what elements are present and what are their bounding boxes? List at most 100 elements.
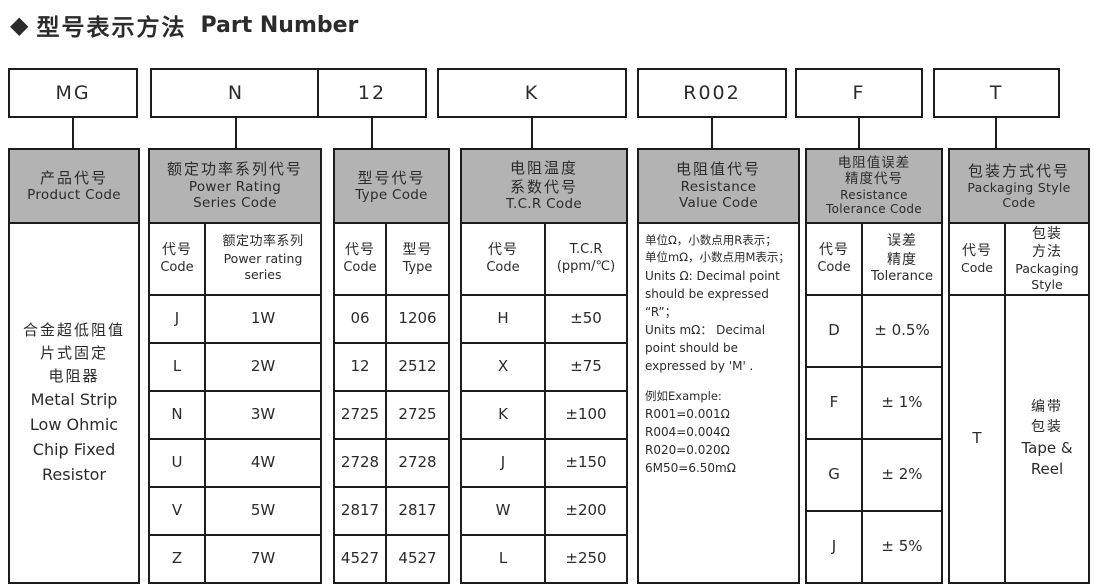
subheader-line: 精度 <box>887 251 917 268</box>
subheader-line: Power rating <box>223 251 303 267</box>
body-line: 片式固定 <box>39 343 108 362</box>
subheader-cell: 代号 Code <box>150 224 206 294</box>
page-title-en: Part Number <box>200 12 359 38</box>
subheader-cell: 代号 Code <box>462 224 546 294</box>
column-header-resistance-value-code: 电阻值代号 Resistance Value Code <box>637 148 800 224</box>
cell-line: ± 0.5% <box>874 321 930 340</box>
cell-line: ±75 <box>570 357 602 376</box>
column-body-packaging-style-code: 代号 Code 包装 方法 Packaging Style T 编带 包装 Tape & Reel <box>948 224 1090 584</box>
cell-line: L <box>172 357 182 376</box>
value-cell: 2817 <box>387 488 448 534</box>
part-code-box-resistance-value-code: R002 <box>637 68 787 118</box>
subheader-line: 代号 <box>162 242 192 259</box>
table-row: L ±250 <box>462 536 626 582</box>
subheader-line: T.C.R <box>569 242 603 258</box>
subheader-row-power-rating-series-code: 代号 Code 额定功率系列 Power rating series <box>150 224 320 296</box>
value-cell: 7W <box>206 536 320 582</box>
table-row: Z 7W <box>150 536 320 582</box>
cell-line: Reel <box>1030 460 1064 479</box>
value-cell: 2725 <box>387 392 448 438</box>
table-row: 2817 2817 <box>335 488 448 536</box>
table-row: 4527 4527 <box>335 536 448 582</box>
cell-line: 2W <box>250 357 276 376</box>
subheader-line: 型号 <box>402 242 433 259</box>
table-row: G ± 2% <box>807 440 941 512</box>
value-cell: 1W <box>206 296 320 342</box>
code-cell: T <box>950 296 1006 582</box>
value-cell: 2512 <box>387 344 448 390</box>
code-cell: K <box>462 392 546 438</box>
subheader-cell: 误差 精度 Tolerance <box>863 224 941 294</box>
table-row: U 4W <box>150 440 320 488</box>
column-body-tcr-code: 代号 Code T.C.R (ppm/℃) H ±50 X ±75 K ±100 J ±150 W ±20… <box>460 224 628 584</box>
table-row: L 2W <box>150 344 320 392</box>
body-line: expressed by 'M' . <box>645 358 754 373</box>
column-body-resistance-value-code: 单位Ω，小数点用R表示； 单位mΩ，小数点用M表示； Units Ω: Decima… <box>637 224 800 584</box>
body-line: point should be <box>645 340 738 355</box>
value-cell: 2728 <box>387 440 448 486</box>
header-line: 电阻值代号 <box>675 160 761 179</box>
header-line: 型号代号 <box>357 168 426 187</box>
header-line: 包装方式代号 <box>967 161 1070 180</box>
cell-line: 2817 <box>398 501 437 520</box>
body-line: 6M50=6.50mΩ <box>645 460 736 475</box>
table-row: V 5W <box>150 488 320 536</box>
subheader-line: 额定功率系列 <box>222 234 304 250</box>
code-cell: 2728 <box>335 440 387 486</box>
page-title: ◆ 型号表示方法 Part Number <box>10 8 358 42</box>
cell-line: L <box>498 549 508 568</box>
header-line: 电阻值误差 <box>837 154 911 171</box>
subheader-line: 方法 <box>1032 243 1062 260</box>
value-cell: 4527 <box>387 536 448 582</box>
value-cell: ±150 <box>546 440 626 486</box>
column-header-product-code: 产品代号 Product Code <box>8 148 140 224</box>
column-header-tcr-code: 电阻温度 系数代号 T.C.R Code <box>460 148 628 224</box>
subheader-row-resistance-tolerance-code: 代号 Code 误差 精度 Tolerance <box>807 224 941 296</box>
table-row: N 3W <box>150 392 320 440</box>
subheader-line: series <box>244 267 282 283</box>
subheader-cell: 代号 Code <box>950 224 1006 294</box>
column-header-packaging-style-code: 包装方式代号 Packaging Style Code <box>948 148 1090 224</box>
connector-line-packaging-style-code <box>995 118 997 148</box>
body-line: Units Ω: Decimal point <box>645 268 780 283</box>
table-row: 2725 2725 <box>335 392 448 440</box>
cell-line: 1W <box>250 309 276 328</box>
cell-line: 2817 <box>340 501 380 520</box>
subheader-line: 包装 <box>1032 225 1062 242</box>
value-cell: ± 0.5% <box>863 296 941 366</box>
cell-line: T <box>972 429 982 448</box>
code-cell: 2725 <box>335 392 387 438</box>
cell-line: 2728 <box>340 453 380 472</box>
subheader-line: 代号 <box>488 242 518 259</box>
page-title-zh: 型号表示方法 <box>36 15 187 41</box>
value-cell: ±75 <box>546 344 626 390</box>
value-cell: ± 2% <box>863 440 941 510</box>
code-cell: 2817 <box>335 488 387 534</box>
cell-line: 2725 <box>398 405 437 424</box>
cell-line: J <box>174 309 180 328</box>
cell-line: W <box>495 501 511 520</box>
connector-line-tcr-code <box>531 118 533 148</box>
table-row: 2728 2728 <box>335 440 448 488</box>
cell-line: 4527 <box>340 549 380 568</box>
header-line: Resistance <box>840 187 908 202</box>
code-cell: J <box>807 512 863 582</box>
table-row: X ±75 <box>462 344 626 392</box>
value-cell: ±200 <box>546 488 626 534</box>
column-body-resistance-tolerance-code: 代号 Code 误差 精度 Tolerance D ± 0.5% F ± 1% G ± 2% J ± 5… <box>805 224 943 584</box>
subheader-line: 代号 <box>962 242 992 259</box>
part-code-box-product-code: MG <box>8 68 138 118</box>
cell-line: X <box>497 357 509 376</box>
subheader-cell: T.C.R (ppm/℃) <box>546 224 626 294</box>
subheader-row-type-code: 代号 Code 型号 Type <box>335 224 448 296</box>
cell-line: 4W <box>250 453 276 472</box>
subheader-row-packaging-style-code: 代号 Code 包装 方法 Packaging Style <box>950 224 1088 296</box>
value-cell: 2W <box>206 344 320 390</box>
cell-line: ± 5% <box>881 537 923 556</box>
header-line: Resistance <box>680 178 757 195</box>
table-row: 06 1206 <box>335 296 448 344</box>
value-cell: ± 1% <box>863 368 941 438</box>
subheader-cell: 代号 Code <box>807 224 863 294</box>
cell-line: J <box>831 537 837 556</box>
